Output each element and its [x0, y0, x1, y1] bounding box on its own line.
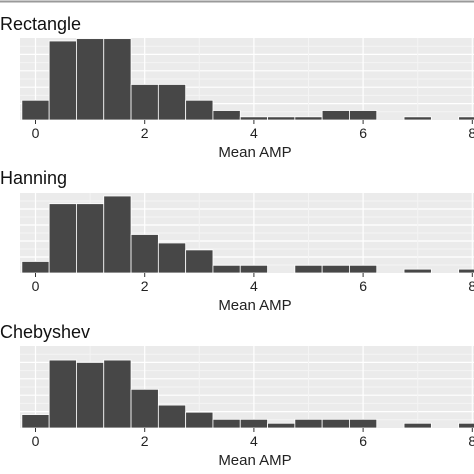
- x-tick-label: 6: [359, 433, 367, 449]
- histogram-bar: [294, 264, 323, 274]
- histogram-bar: [294, 418, 323, 429]
- histogram-bar: [212, 418, 241, 429]
- histogram-bar: [157, 84, 187, 121]
- x-tick-label: 0: [32, 125, 40, 141]
- histogram-bar: [21, 414, 50, 429]
- histogram-bar: [212, 264, 241, 274]
- histogram-bar: [321, 110, 350, 121]
- histogram-bar: [185, 249, 214, 274]
- x-tick-label: 2: [141, 125, 149, 141]
- histogram-bar: [321, 264, 350, 274]
- histogram-bar: [130, 234, 159, 274]
- x-tick-label: 6: [359, 125, 367, 141]
- x-tick-label: 8: [468, 433, 474, 449]
- x-tick-label: 0: [32, 278, 40, 294]
- histogram-bar: [212, 110, 241, 121]
- histogram-bar: [239, 116, 268, 121]
- x-axis-label: Mean AMP: [218, 144, 291, 161]
- panel-title: Rectangle: [0, 14, 81, 34]
- histogram-panel-1: Rectangle 0 2 4 6 8 Mean AMP: [0, 14, 474, 161]
- histogram-bar: [321, 418, 350, 429]
- histogram-bar: [76, 362, 105, 429]
- x-tick-label: 6: [359, 278, 367, 294]
- histogram-bar: [267, 422, 296, 429]
- histogram-bar: [349, 418, 378, 429]
- histogram-bar: [458, 116, 474, 121]
- x-tick-label: 8: [468, 125, 474, 141]
- histogram-bar: [403, 116, 432, 121]
- histogram-bar: [239, 264, 268, 274]
- histogram-bar: [21, 261, 50, 274]
- x-tick-label: 8: [468, 278, 474, 294]
- histogram-bar: [130, 388, 159, 429]
- panel-title: Hanning: [0, 168, 67, 188]
- x-tick-label: 2: [141, 433, 149, 449]
- x-axis-label: Mean AMP: [218, 452, 291, 469]
- histogram-panel-2: Hanning 0 2 4 6 8 Mean AMP: [0, 168, 474, 314]
- histogram-bar: [458, 422, 474, 429]
- x-tick-label: 4: [250, 278, 258, 294]
- histogram-bar: [157, 404, 187, 429]
- histogram-bar: [48, 40, 77, 121]
- histogram-bar: [130, 84, 159, 121]
- x-tick-label: 4: [250, 433, 258, 449]
- histogram-bar: [349, 110, 378, 121]
- histogram-panel-3: Chebyshev 0 2 4 6 8 Mean AMP: [0, 322, 474, 469]
- histogram-bar: [267, 116, 296, 121]
- histogram-bar: [76, 38, 105, 121]
- histogram-bar: [185, 99, 214, 121]
- x-tick-label: 0: [32, 433, 40, 449]
- histogram-bar: [349, 264, 378, 274]
- histogram-bar: [103, 38, 132, 121]
- histogram-bar: [103, 359, 132, 429]
- histogram-bar: [294, 116, 323, 121]
- histogram-bar: [403, 422, 432, 429]
- histogram-bar: [103, 195, 132, 274]
- x-tick-label: 4: [250, 125, 258, 141]
- histogram-bar: [239, 418, 268, 429]
- histogram-bar: [76, 203, 105, 274]
- histogram-bar: [403, 268, 432, 274]
- x-tick-label: 2: [141, 278, 149, 294]
- panel-title: Chebyshev: [0, 322, 90, 342]
- histogram-bar: [157, 242, 187, 274]
- histogram-bar: [48, 359, 77, 429]
- histogram-bar: [185, 411, 214, 429]
- histogram-bar: [458, 268, 474, 274]
- histogram-bar: [48, 203, 77, 274]
- x-axis-label: Mean AMP: [218, 297, 291, 314]
- histogram-bar: [21, 99, 50, 121]
